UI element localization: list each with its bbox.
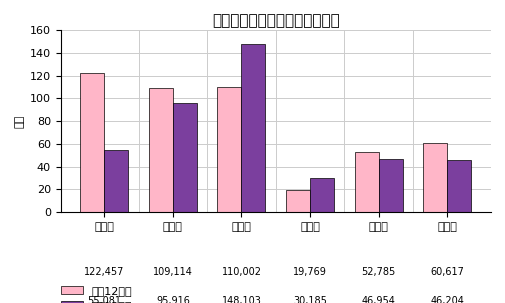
Bar — [217, 87, 241, 212]
Bar — [104, 149, 128, 212]
Bar — [285, 190, 310, 212]
Text: 122,457: 122,457 — [84, 267, 124, 277]
Bar — [354, 152, 378, 212]
Legend: 平成12年度, 平成13年度: 平成12年度, 平成13年度 — [57, 281, 137, 303]
Text: 46,204: 46,204 — [429, 296, 463, 303]
Text: 60,617: 60,617 — [429, 267, 463, 277]
Bar — [148, 88, 173, 212]
Text: 46,954: 46,954 — [361, 296, 395, 303]
Bar — [173, 103, 196, 212]
Text: 95,916: 95,916 — [156, 296, 189, 303]
Text: 52,785: 52,785 — [361, 267, 395, 277]
Text: 30,185: 30,185 — [292, 296, 326, 303]
Text: 19,769: 19,769 — [292, 267, 326, 277]
Bar — [422, 143, 446, 212]
Bar — [310, 178, 333, 212]
Bar — [80, 73, 104, 212]
Title: 住民一人あたり普通建設事業費: 住民一人あたり普通建設事業費 — [212, 13, 339, 28]
Text: 148,103: 148,103 — [221, 296, 261, 303]
Text: 110,002: 110,002 — [221, 267, 261, 277]
Bar — [241, 44, 265, 212]
Text: 109,114: 109,114 — [153, 267, 192, 277]
Text: 55,081: 55,081 — [87, 296, 121, 303]
Bar — [446, 160, 470, 212]
Bar — [378, 159, 402, 212]
Y-axis label: 千円: 千円 — [14, 115, 24, 128]
